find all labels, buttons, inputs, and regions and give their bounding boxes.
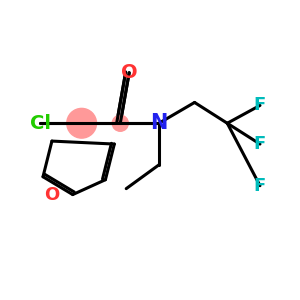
Circle shape [67, 108, 97, 138]
Text: N: N [150, 113, 168, 133]
Text: O: O [44, 186, 59, 204]
Text: F: F [254, 96, 266, 114]
Text: O: O [121, 63, 137, 82]
Text: F: F [254, 135, 266, 153]
Text: F: F [254, 177, 266, 195]
Text: Cl: Cl [29, 114, 50, 133]
Circle shape [112, 115, 128, 131]
